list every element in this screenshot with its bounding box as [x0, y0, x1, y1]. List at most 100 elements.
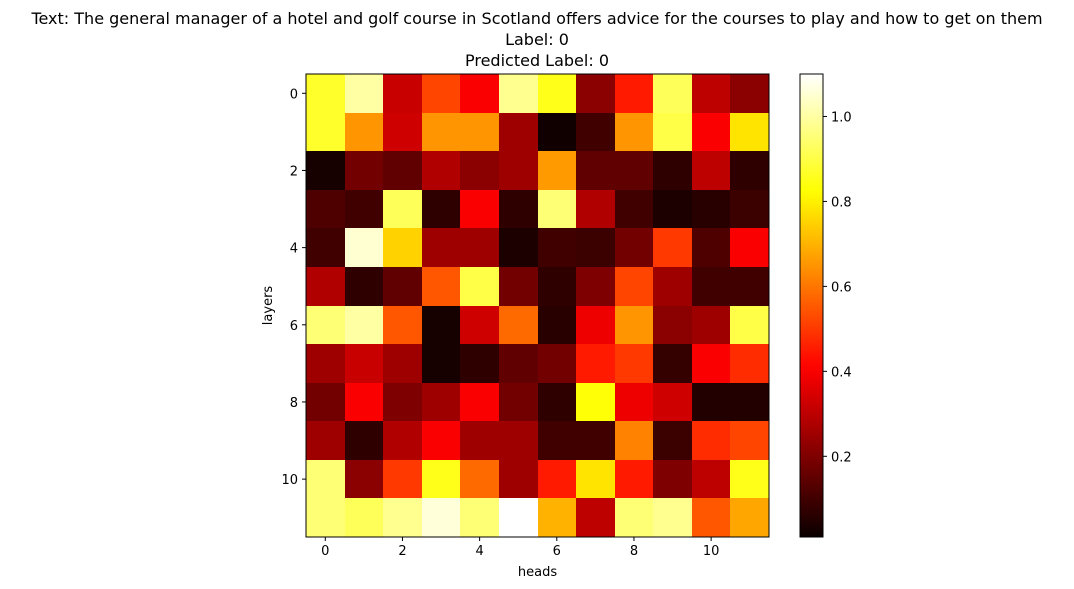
heatmap-cell: [499, 113, 538, 151]
heatmap-cell: [538, 267, 576, 306]
heatmap-cell: [730, 306, 769, 344]
heatmap-cell: [730, 460, 769, 498]
heatmap-cell: [306, 344, 345, 383]
heatmap-cell: [730, 344, 769, 383]
heatmap-cell: [615, 498, 653, 537]
heatmap-cell: [383, 421, 422, 460]
heatmap-cell: [653, 113, 692, 151]
heatmap-cell: [383, 344, 422, 383]
y-tick-label: 0: [290, 87, 298, 102]
heatmap-cell: [499, 460, 538, 498]
x-tick-label: 10: [703, 544, 720, 559]
heatmap-cell: [306, 460, 345, 498]
heatmap-cell: [306, 190, 345, 228]
heatmap-cell: [422, 498, 460, 537]
heatmap-cell: [499, 421, 538, 460]
heatmap-cell: [306, 151, 345, 190]
heatmap-cell: [383, 383, 422, 421]
heatmap-cell: [383, 190, 422, 228]
heatmap-cell: [345, 421, 383, 460]
heatmap-cell: [730, 421, 769, 460]
heatmap-cell: [692, 74, 730, 113]
heatmap-cell: [538, 383, 576, 421]
heatmap-cell: [422, 151, 460, 190]
heatmap-cell: [499, 74, 538, 113]
heatmap-cell: [615, 421, 653, 460]
colorbar-tick-label: 0.6: [831, 280, 852, 295]
heatmap-cell: [499, 498, 538, 537]
heatmap-cell: [460, 460, 499, 498]
heatmap-cell: [499, 267, 538, 306]
heatmap-cell: [653, 306, 692, 344]
x-tick-label: 0: [321, 544, 329, 559]
heatmap-cell: [538, 498, 576, 537]
heatmap-cell: [692, 421, 730, 460]
heatmap-cell: [383, 228, 422, 267]
heatmap-cell: [383, 460, 422, 498]
colorbar-tick-label: 0.8: [831, 195, 852, 210]
heatmap-cell: [653, 74, 692, 113]
x-tick-label: 6: [553, 544, 561, 559]
heatmap-cell: [692, 113, 730, 151]
heatmap-cell: [345, 228, 383, 267]
heatmap-cell: [499, 344, 538, 383]
colorbar: 0.2 0.4 0.6 0.8 1.0: [799, 73, 852, 538]
heatmap-cell: [306, 498, 345, 537]
heatmap-cell: [422, 344, 460, 383]
heatmap-cell: [306, 228, 345, 267]
heatmap-cell: [345, 460, 383, 498]
heatmap-cell: [422, 113, 460, 151]
heatmap-cell: [653, 228, 692, 267]
heatmap-cell: [538, 190, 576, 228]
heatmap-cell: [460, 344, 499, 383]
heatmap-cell: [730, 383, 769, 421]
heatmap-cell: [460, 151, 499, 190]
heatmap-cell: [576, 383, 615, 421]
heatmap-cell: [692, 344, 730, 383]
heatmap-cell: [345, 306, 383, 344]
heatmap-cell: [653, 151, 692, 190]
heatmap-cell: [499, 190, 538, 228]
heatmap-cell: [730, 74, 769, 113]
heatmap-cell: [538, 74, 576, 113]
heatmap-cell: [460, 74, 499, 113]
heatmap-cell: [576, 190, 615, 228]
heatmap-cell: [422, 74, 460, 113]
chart-title-line-2: Label: 0: [505, 30, 569, 49]
heatmap-cell: [345, 113, 383, 151]
heatmap-cell: [345, 383, 383, 421]
heatmap-cell: [692, 460, 730, 498]
heatmap-cell: [653, 421, 692, 460]
heatmap-cell: [460, 498, 499, 537]
heatmap-cell: [576, 460, 615, 498]
heatmap-cell: [653, 383, 692, 421]
heatmap-cell: [692, 151, 730, 190]
heatmap-cell: [345, 267, 383, 306]
heatmap-cell: [538, 151, 576, 190]
heatmap-cell: [383, 306, 422, 344]
heatmap-cell: [653, 498, 692, 537]
heatmap-cell: [730, 267, 769, 306]
y-tick-label: 8: [290, 396, 298, 411]
heatmap-cell: [692, 228, 730, 267]
y-tick-label: 6: [290, 319, 298, 334]
x-axis: 0 2 4 6 8 10: [321, 537, 719, 559]
heatmap-cell: [422, 306, 460, 344]
heatmap-cells: [306, 74, 769, 537]
heatmap-cell: [730, 151, 769, 190]
heatmap-cell: [460, 383, 499, 421]
x-tick-label: 4: [475, 544, 483, 559]
heatmap-cell: [538, 421, 576, 460]
heatmap-cell: [730, 190, 769, 228]
heatmap-cell: [576, 498, 615, 537]
chart-title-line-3: Predicted Label: 0: [464, 51, 609, 70]
heatmap-cell: [499, 151, 538, 190]
heatmap-cell: [306, 267, 345, 306]
x-tick-label: 2: [398, 544, 406, 559]
heatmap-cell: [615, 267, 653, 306]
colorbar-tick-label: 0.4: [831, 365, 852, 380]
heatmap-cell: [653, 344, 692, 383]
heatmap-cell: [538, 344, 576, 383]
heatmap-cell: [653, 267, 692, 306]
